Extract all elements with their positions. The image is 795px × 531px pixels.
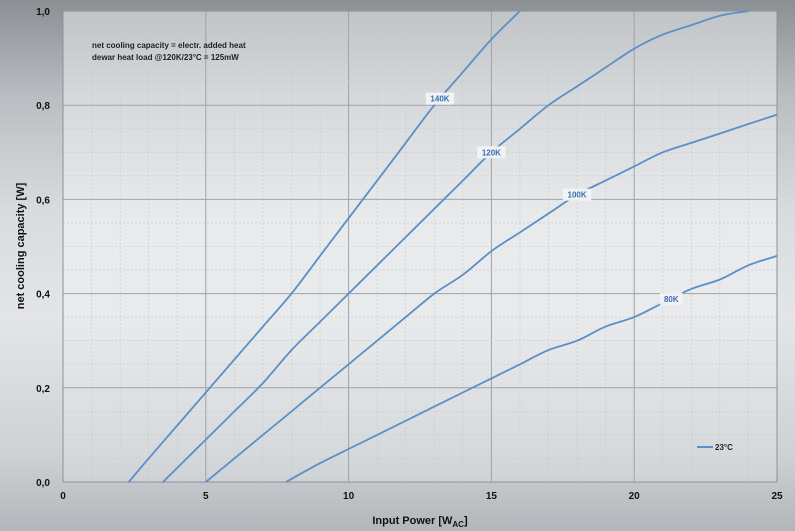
y-tick-label: 0,2 xyxy=(36,384,50,395)
x-axis-title: Input Power [WAC] xyxy=(372,515,468,529)
annotation-line-2: dewar heat load @120K/23°C = 125mW xyxy=(92,53,239,62)
y-tick-label: 0,0 xyxy=(36,478,50,489)
y-tick-label: 1,0 xyxy=(36,7,50,18)
x-axis-title-main: Input Power [W xyxy=(372,515,453,527)
annotation-line-1: net cooling capacity = electr. added hea… xyxy=(92,41,246,50)
x-tick-label: 15 xyxy=(486,491,498,502)
series-label-100K: 100K xyxy=(568,191,587,200)
y-tick-label: 0,4 xyxy=(36,290,50,301)
y-axis-title: net cooling capacity [W] xyxy=(15,182,27,309)
y-tick-labels: 0,0 0,2 0,4 0,6 0,8 1,0 xyxy=(36,7,50,489)
x-axis-title-sub: AC xyxy=(452,520,464,529)
series-label-120K: 120K xyxy=(482,148,501,157)
series-label-140K: 140K xyxy=(430,95,449,104)
x-tick-label: 0 xyxy=(60,491,66,502)
x-tick-label: 5 xyxy=(203,491,209,502)
y-tick-label: 0,8 xyxy=(36,101,50,112)
y-tick-label: 0,6 xyxy=(36,195,50,206)
x-tick-labels: 0 5 10 15 20 25 xyxy=(60,491,783,502)
x-tick-label: 25 xyxy=(771,491,783,502)
x-tick-label: 10 xyxy=(343,491,355,502)
x-axis-title-close: ] xyxy=(464,515,468,527)
legend-label: 23°C xyxy=(715,443,733,452)
series-label-80K: 80K xyxy=(664,295,679,304)
x-tick-label: 20 xyxy=(629,491,641,502)
